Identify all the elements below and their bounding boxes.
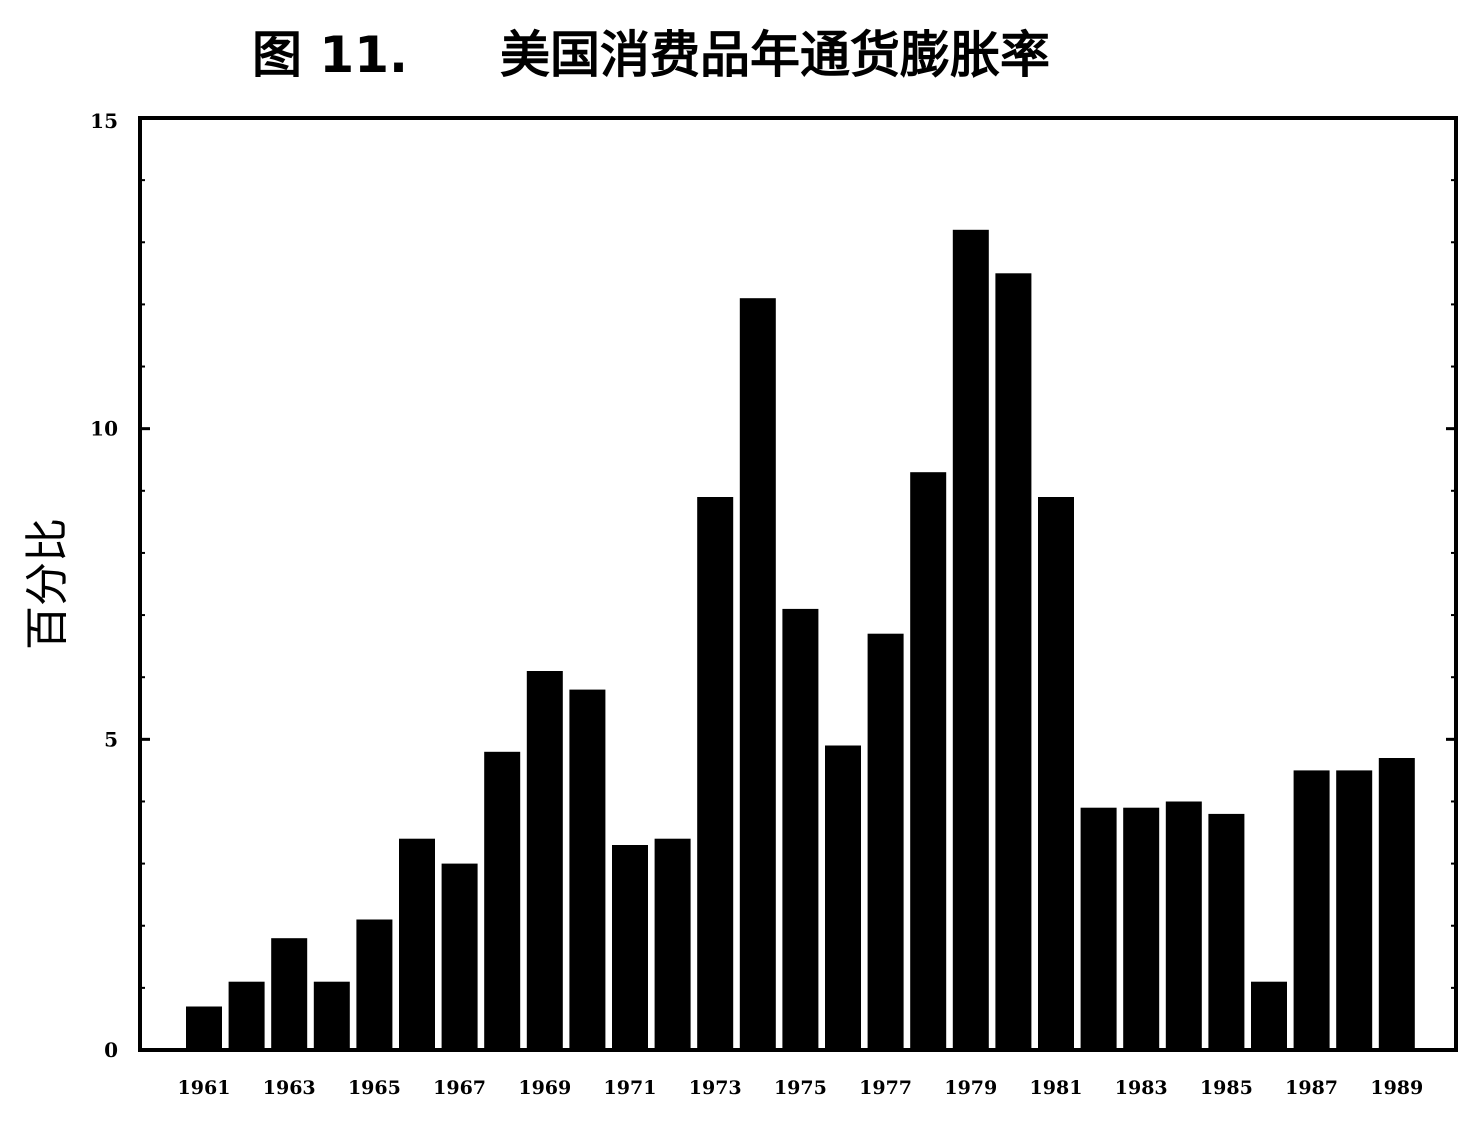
bar-1971 xyxy=(612,845,648,1050)
x-tick-label: 1963 xyxy=(263,1077,316,1099)
bar-1980 xyxy=(995,273,1032,1050)
bar-1964 xyxy=(313,981,350,1050)
x-tick-label: 1987 xyxy=(1285,1077,1338,1099)
x-tick-label: 1973 xyxy=(689,1077,742,1099)
y-tick-label: 10 xyxy=(90,417,118,441)
x-tick-label: 1965 xyxy=(348,1077,401,1099)
bar-1975 xyxy=(782,608,819,1050)
bar-1973 xyxy=(697,497,734,1050)
bar-1979 xyxy=(952,229,989,1051)
bar-1982 xyxy=(1080,807,1117,1050)
x-tick-label: 1983 xyxy=(1115,1077,1168,1099)
chart-title: 美国消费品年通货膨胀率 xyxy=(500,26,1050,84)
x-tick-label: 1971 xyxy=(604,1077,657,1099)
x-tick-label: 1967 xyxy=(433,1077,486,1099)
x-tick-label: 1961 xyxy=(178,1077,231,1099)
y-tick-label: 0 xyxy=(104,1038,118,1062)
chart-title-prefix: 图 11. xyxy=(252,26,408,84)
bar-1977 xyxy=(867,633,904,1050)
bar-1986 xyxy=(1251,981,1287,1050)
x-tick-label: 1975 xyxy=(774,1077,827,1099)
bar-1981 xyxy=(1038,497,1074,1050)
bar-1984 xyxy=(1165,801,1202,1050)
bar-1962 xyxy=(228,981,265,1050)
y-axis-ticks: 0 5 10 15 xyxy=(90,109,1456,1062)
x-tick-label: 1969 xyxy=(518,1077,571,1099)
bar-1968 xyxy=(484,751,521,1050)
x-tick-label: 1981 xyxy=(1030,1077,1083,1099)
bar-1983 xyxy=(1123,807,1160,1050)
y-tick-label: 15 xyxy=(90,109,118,133)
x-axis-ticks: 1961 1963 1965 1967 1969 1971 1973 1975 1977 1979… xyxy=(178,1042,1423,1099)
x-tick-label: 1985 xyxy=(1200,1077,1253,1099)
bar-1966 xyxy=(399,838,435,1050)
bar-1987 xyxy=(1293,770,1330,1050)
x-tick-label: 1989 xyxy=(1370,1077,1423,1099)
bar-1963 xyxy=(271,938,308,1050)
x-tick-label: 1979 xyxy=(944,1077,997,1099)
bar-1976 xyxy=(825,745,861,1050)
bars-group xyxy=(186,229,1415,1051)
bar-1978 xyxy=(910,472,947,1050)
bar-1972 xyxy=(654,838,691,1050)
bar-1969 xyxy=(526,671,563,1050)
bar-1970 xyxy=(569,689,606,1050)
y-tick-label: 5 xyxy=(104,727,118,751)
bar-1965 xyxy=(356,919,393,1050)
y-axis-label: 百分比 xyxy=(22,518,73,650)
bar-1985 xyxy=(1208,813,1245,1050)
bar-1974 xyxy=(739,298,776,1050)
bar-1989 xyxy=(1378,758,1415,1050)
bar-1967 xyxy=(441,863,478,1050)
bar-1988 xyxy=(1336,770,1373,1050)
x-tick-label: 1977 xyxy=(859,1077,912,1099)
